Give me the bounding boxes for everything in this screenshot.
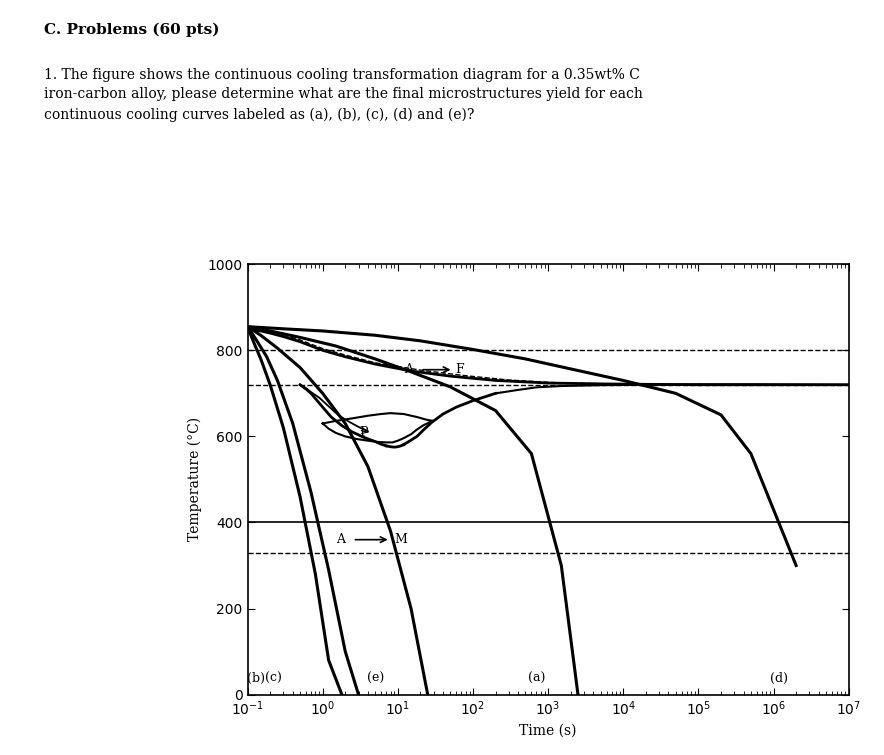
Text: A: A — [404, 363, 413, 376]
X-axis label: Time (s): Time (s) — [519, 723, 577, 738]
Text: A: A — [336, 533, 346, 546]
Text: P: P — [359, 426, 368, 439]
Text: M: M — [394, 533, 408, 546]
Text: (b): (b) — [248, 672, 265, 685]
Text: F: F — [455, 363, 464, 376]
Text: (d): (d) — [771, 672, 789, 685]
Text: (c): (c) — [265, 672, 282, 685]
Text: 1. The figure shows the continuous cooling transformation diagram for a 0.35wt% : 1. The figure shows the continuous cooli… — [44, 68, 643, 122]
Text: (e): (e) — [367, 672, 384, 685]
Text: (a): (a) — [528, 672, 545, 685]
Y-axis label: Temperature (°C): Temperature (°C) — [187, 418, 202, 541]
Text: C. Problems (60 pts): C. Problems (60 pts) — [44, 23, 220, 37]
